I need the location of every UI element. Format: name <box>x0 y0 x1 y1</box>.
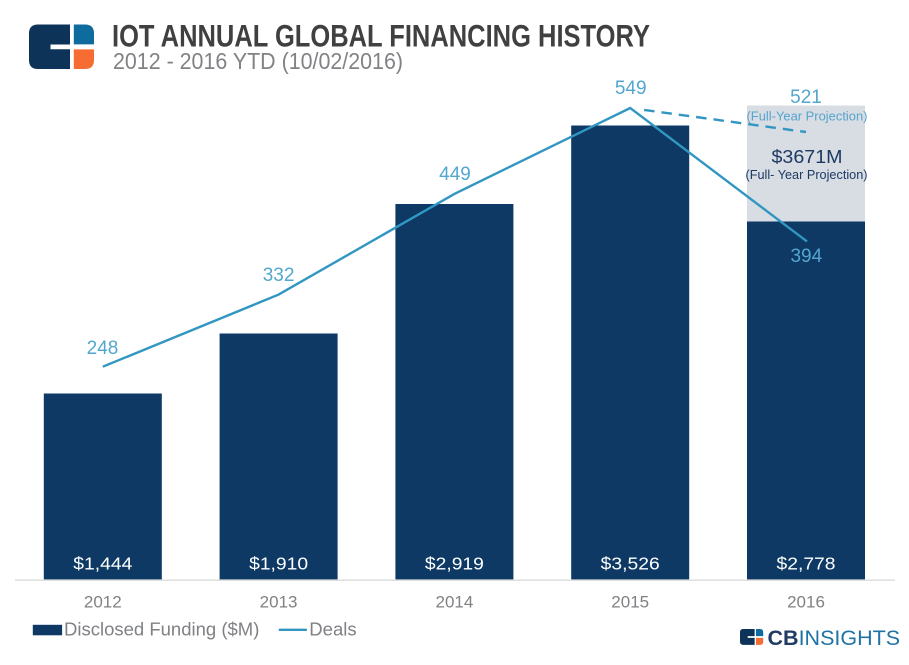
svg-text:$3671M: $3671M <box>772 147 843 167</box>
svg-text:IOT ANNUAL GLOBAL FINANCING HI: IOT ANNUAL GLOBAL FINANCING HISTORY <box>112 18 650 54</box>
svg-text:521: 521 <box>790 87 822 108</box>
svg-text:Deals: Deals <box>309 618 356 639</box>
svg-text:$2,778: $2,778 <box>777 554 836 574</box>
svg-text:332: 332 <box>263 265 295 286</box>
svg-text:2016: 2016 <box>787 593 825 612</box>
svg-text:$2,919: $2,919 <box>425 554 484 574</box>
svg-text:$1,910: $1,910 <box>249 554 308 574</box>
svg-text:449: 449 <box>439 164 471 185</box>
svg-text:$3,526: $3,526 <box>601 554 660 574</box>
svg-text:394: 394 <box>790 246 822 267</box>
svg-text:2014: 2014 <box>435 593 473 612</box>
svg-text:(Full-Year Projection): (Full-Year Projection) <box>747 110 868 124</box>
svg-text:2015: 2015 <box>611 593 649 612</box>
svg-text:2012 - 2016 YTD (10/02/2016): 2012 - 2016 YTD (10/02/2016) <box>113 48 403 74</box>
svg-text:248: 248 <box>87 338 119 359</box>
svg-text:549: 549 <box>615 78 647 99</box>
svg-text:(Full- Year Projection): (Full- Year Projection) <box>746 168 868 182</box>
svg-text:$1,444: $1,444 <box>73 554 132 574</box>
svg-text:2012: 2012 <box>84 593 122 612</box>
svg-text:Disclosed Funding ($M): Disclosed Funding ($M) <box>64 618 259 639</box>
svg-text:CBINSIGHTS: CBINSIGHTS <box>768 626 901 650</box>
svg-text:2013: 2013 <box>260 593 298 612</box>
